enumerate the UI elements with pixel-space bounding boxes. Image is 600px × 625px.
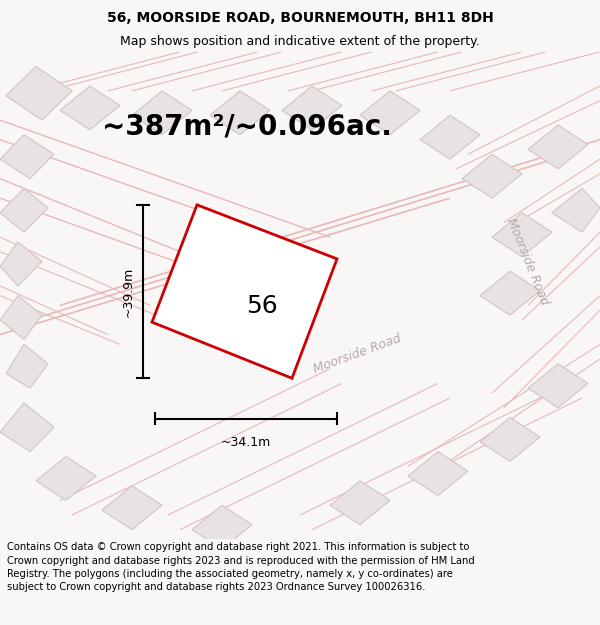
- Polygon shape: [0, 296, 42, 339]
- Text: Moorside Road: Moorside Road: [505, 216, 551, 307]
- Text: Contains OS data © Crown copyright and database right 2021. This information is : Contains OS data © Crown copyright and d…: [7, 542, 475, 592]
- Polygon shape: [492, 213, 552, 257]
- Polygon shape: [60, 86, 120, 130]
- Polygon shape: [152, 205, 337, 378]
- Polygon shape: [192, 505, 252, 549]
- Polygon shape: [132, 91, 192, 135]
- Text: 56: 56: [247, 294, 278, 318]
- Text: Moorside Road: Moorside Road: [311, 332, 403, 376]
- Polygon shape: [0, 242, 42, 286]
- Text: 56, MOORSIDE ROAD, BOURNEMOUTH, BH11 8DH: 56, MOORSIDE ROAD, BOURNEMOUTH, BH11 8DH: [107, 11, 493, 26]
- Polygon shape: [6, 66, 72, 120]
- Polygon shape: [528, 125, 588, 169]
- Polygon shape: [408, 452, 468, 496]
- Polygon shape: [330, 481, 390, 525]
- Text: ~34.1m: ~34.1m: [221, 436, 271, 449]
- Polygon shape: [462, 154, 522, 198]
- Polygon shape: [420, 115, 480, 159]
- Polygon shape: [102, 486, 162, 529]
- Polygon shape: [0, 135, 54, 179]
- Text: Map shows position and indicative extent of the property.: Map shows position and indicative extent…: [120, 35, 480, 48]
- Polygon shape: [36, 456, 96, 501]
- Polygon shape: [480, 271, 540, 315]
- Polygon shape: [282, 86, 342, 130]
- Polygon shape: [6, 344, 48, 388]
- Polygon shape: [480, 418, 540, 461]
- Polygon shape: [552, 188, 600, 232]
- Text: ~39.9m: ~39.9m: [122, 266, 134, 317]
- Polygon shape: [528, 364, 588, 408]
- Polygon shape: [0, 403, 54, 452]
- Text: ~387m²/~0.096ac.: ~387m²/~0.096ac.: [102, 112, 392, 141]
- Polygon shape: [0, 188, 48, 232]
- Polygon shape: [210, 91, 270, 135]
- Polygon shape: [360, 91, 420, 135]
